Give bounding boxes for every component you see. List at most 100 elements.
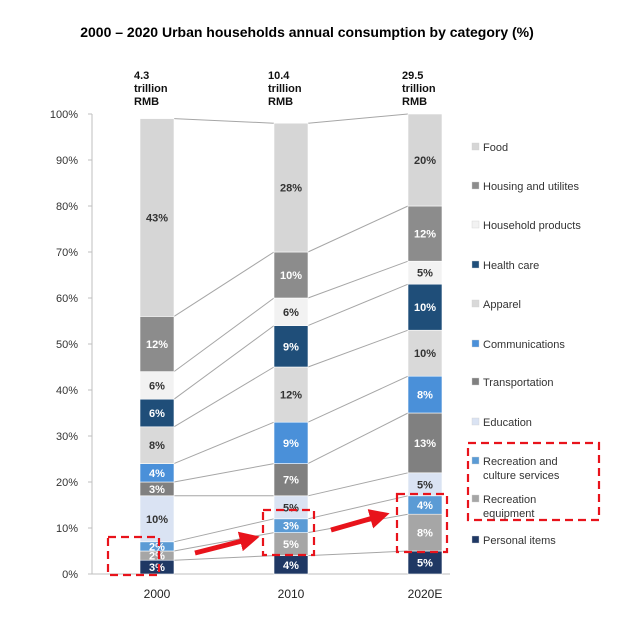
- bar-segment: [273, 122, 309, 253]
- segment-label: 4%: [417, 500, 433, 512]
- segment-label: 43%: [146, 213, 168, 225]
- connector-line: [307, 412, 409, 465]
- connector-line: [307, 283, 409, 327]
- connector-line: [173, 118, 275, 124]
- segment-label: 10%: [280, 270, 302, 282]
- connector-line: [173, 251, 275, 317]
- bar-segment: [407, 329, 443, 377]
- bar-total-label: RMB: [402, 96, 427, 108]
- bar-segment: [407, 412, 443, 474]
- legend-swatch: [471, 260, 480, 269]
- segment-label: 12%: [146, 339, 168, 351]
- bar-segment: [139, 495, 175, 543]
- segment-label: 7%: [283, 475, 299, 487]
- bars: 3%2%2%10%3%4%8%6%6%12%43%20004.3trillion…: [134, 70, 442, 601]
- legend-label: Recreation: [483, 494, 536, 506]
- segment-label: 3%: [283, 521, 299, 533]
- bar-segment: [273, 297, 309, 326]
- segment-label: 8%: [417, 390, 433, 402]
- bar-segment: [407, 205, 443, 262]
- segment-label: 5%: [417, 479, 433, 491]
- legend-label: Housing and utilites: [483, 181, 580, 193]
- segment-label: 2%: [149, 551, 165, 563]
- segment-label: 5%: [417, 558, 433, 570]
- connector-line: [307, 329, 409, 368]
- bar-segment: [273, 366, 309, 423]
- connector-line: [307, 375, 409, 423]
- connector-line: [307, 113, 409, 124]
- legend-label: equipment: [483, 508, 534, 520]
- segment-label: 9%: [283, 341, 299, 353]
- y-tick-label: 100%: [50, 109, 78, 121]
- connector-line: [173, 532, 275, 552]
- y-tick-label: 90%: [56, 155, 78, 167]
- bar-segment: [139, 118, 175, 317]
- highlight-annotations: [106, 441, 601, 577]
- bar-total-label: RMB: [134, 96, 159, 108]
- connector-lines: [173, 113, 409, 561]
- segment-label: 10%: [146, 514, 168, 526]
- x-category-label: 2020E: [408, 587, 443, 601]
- y-tick-label: 40%: [56, 385, 78, 397]
- legend-swatch: [471, 417, 480, 426]
- legend-label: Personal items: [483, 535, 556, 547]
- segment-label: 3%: [149, 484, 165, 496]
- legend-label: Education: [483, 417, 532, 429]
- connector-line: [173, 325, 275, 400]
- y-tick-label: 30%: [56, 431, 78, 443]
- segment-label: 5%: [283, 502, 299, 514]
- connector-line: [173, 297, 275, 373]
- bar-total-label: 4.3: [134, 70, 149, 82]
- highlight-box: [466, 441, 601, 522]
- highlight-box: [261, 508, 316, 557]
- segment-label: 9%: [283, 438, 299, 450]
- segment-label: 10%: [414, 302, 436, 314]
- y-tick-label: 60%: [56, 293, 78, 305]
- connector-line: [173, 518, 275, 543]
- y-tick-label: 70%: [56, 247, 78, 259]
- y-tick-label: 10%: [56, 523, 78, 535]
- legend-swatch: [471, 299, 480, 308]
- legend-swatch: [471, 456, 480, 465]
- bar-segment: [273, 325, 309, 368]
- legend-label: Health care: [483, 260, 539, 272]
- bar-segment: [273, 463, 309, 497]
- segment-label: 10%: [414, 348, 436, 360]
- trend-arrow: [194, 531, 260, 556]
- segment-label: 8%: [417, 528, 433, 540]
- y-tick-label: 0%: [62, 569, 78, 581]
- segment-label: 6%: [149, 408, 165, 420]
- bar-segment: [139, 371, 175, 400]
- y-tick-label: 20%: [56, 477, 78, 489]
- bar-segment: [273, 421, 309, 464]
- highlight-box: [395, 492, 449, 554]
- highlight-box: [106, 535, 161, 577]
- y-tick-label: 50%: [56, 339, 78, 351]
- segment-label: 6%: [283, 307, 299, 319]
- bar-segment: [273, 251, 309, 299]
- connector-line: [307, 260, 409, 299]
- legend: Food Housing and utilites Household produc…: [471, 142, 581, 547]
- segment-label: 2%: [149, 541, 165, 553]
- legend-swatch: [471, 535, 480, 544]
- bar-segment: [139, 398, 175, 428]
- connector-line: [173, 555, 275, 561]
- legend-label: Apparel: [483, 299, 521, 311]
- y-tick-label: 80%: [56, 201, 78, 213]
- segment-label: 5%: [283, 539, 299, 551]
- bar-total-label: 29.5: [402, 70, 423, 82]
- chart-title: 2000 – 2020 Urban households annual cons…: [80, 24, 534, 40]
- x-category-label: 2000: [144, 587, 171, 601]
- segment-label: 8%: [149, 440, 165, 452]
- legend-label: culture services: [483, 470, 560, 482]
- segment-label: 5%: [417, 268, 433, 280]
- legend-label: Transportation: [483, 377, 554, 389]
- segment-label: 20%: [414, 155, 436, 167]
- bar-total-label: 10.4: [268, 70, 290, 82]
- segment-label: 4%: [149, 468, 165, 480]
- connector-line: [307, 550, 409, 557]
- bar-segment: [407, 375, 443, 414]
- legend-swatch: [471, 142, 480, 151]
- legend-swatch: [471, 339, 480, 348]
